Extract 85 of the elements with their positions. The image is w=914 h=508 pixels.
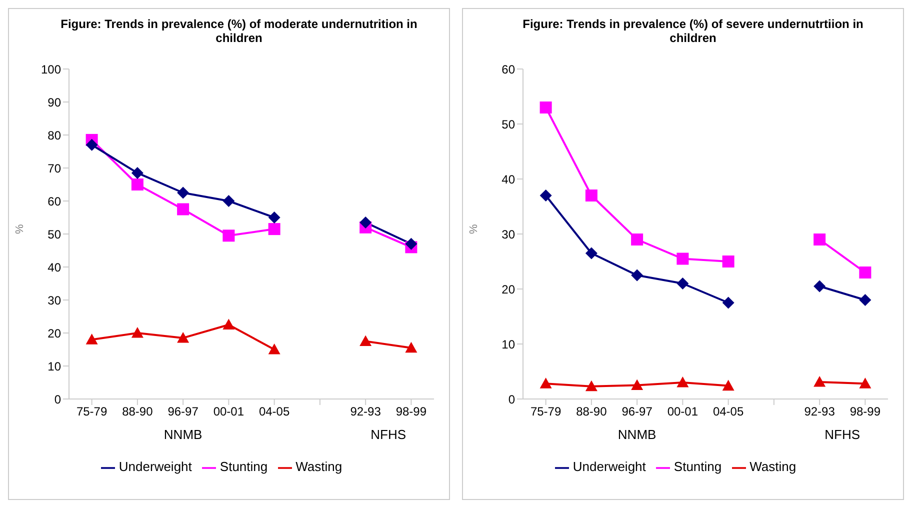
point	[722, 380, 734, 391]
point	[585, 380, 598, 392]
point	[814, 234, 826, 246]
point	[631, 234, 644, 246]
x-tick-label: 88-90	[576, 404, 608, 419]
y-tick-label: 60	[48, 194, 62, 208]
x-tick-label: 98-99	[396, 404, 427, 419]
point	[222, 230, 235, 242]
x-tick-label: 00-01	[667, 404, 698, 419]
point	[131, 166, 144, 179]
point	[360, 335, 372, 346]
y-tick-label: 40	[502, 172, 516, 186]
point	[540, 190, 552, 202]
text: NFHS	[824, 427, 862, 442]
y-tick-label: 80	[48, 128, 62, 142]
point	[859, 294, 872, 306]
point	[722, 256, 734, 268]
point	[360, 216, 372, 228]
y-tick-label: 10	[502, 337, 516, 352]
x-tick-label: 88-90	[122, 404, 154, 419]
y-tick-label: 90	[48, 95, 62, 110]
y-tick-label: 50	[48, 227, 62, 242]
x-tick-label: 00-01	[213, 404, 244, 419]
x-tick-label: 92-93	[804, 404, 836, 419]
legend-label: Stunting	[220, 459, 268, 474]
point	[268, 223, 280, 236]
legend-label: Wasting	[296, 459, 342, 474]
text: NFHS	[370, 427, 408, 442]
point	[676, 252, 689, 265]
point	[405, 342, 418, 353]
x-tick-label: 75-79	[530, 404, 562, 419]
point	[86, 334, 98, 344]
y-tick-label: 70	[48, 161, 62, 176]
point	[131, 327, 144, 338]
point	[722, 296, 734, 309]
x-tick-label: 98-99	[850, 404, 881, 419]
point	[268, 344, 280, 354]
y-tick-label: 0	[54, 392, 62, 406]
y-tick-label: 30	[48, 293, 62, 308]
point	[268, 212, 280, 224]
point	[177, 203, 190, 216]
legend-label: Underweight	[572, 459, 646, 474]
point	[631, 269, 644, 282]
legend-label: Wasting	[750, 459, 796, 474]
x-tick-label: 75-79	[76, 404, 108, 419]
chart-title: Figure: Trends in prevalence (%) of moderate undernutrition in children	[60, 17, 418, 45]
point	[86, 138, 98, 151]
y-tick-label: 40	[48, 260, 62, 274]
y-axis-title: %	[14, 224, 26, 234]
y-tick-label: 50	[502, 117, 516, 132]
y-tick-label: 20	[502, 282, 516, 296]
text: NNMB	[162, 427, 204, 442]
x-tick-label: 96-97	[168, 404, 199, 419]
point	[676, 278, 689, 290]
x-tick-label: 04-05	[258, 404, 290, 419]
point	[540, 378, 552, 388]
point	[177, 332, 190, 343]
point	[222, 195, 235, 207]
y-tick-label: 10	[48, 359, 62, 374]
y-tick-label: 30	[502, 227, 516, 242]
point	[859, 378, 872, 388]
point	[631, 379, 644, 390]
point	[585, 190, 598, 202]
point	[859, 266, 872, 278]
point	[585, 247, 598, 260]
point	[405, 238, 418, 250]
y-tick-label: 60	[502, 62, 516, 76]
text: NNMB	[616, 427, 658, 442]
x-tick-label: 96-97	[622, 404, 653, 419]
point	[177, 186, 190, 199]
point	[814, 280, 826, 292]
x-tick-label: 04-05	[712, 404, 744, 419]
x-tick-label: 92-93	[350, 404, 382, 419]
point	[131, 178, 144, 190]
point	[676, 376, 689, 388]
y-tick-label: 20	[48, 326, 62, 340]
legend-label: Stunting	[674, 459, 722, 474]
chart-title: Figure: Trends in prevalence (%) of severe undernutrtiion in children	[522, 17, 864, 45]
y-tick-label: 0	[508, 392, 516, 406]
y-tick-label: 100	[40, 62, 62, 76]
legend-label: Underweight	[118, 459, 192, 474]
y-axis-title: %	[468, 224, 480, 234]
point	[540, 102, 552, 114]
point	[222, 318, 235, 330]
point	[814, 376, 826, 387]
